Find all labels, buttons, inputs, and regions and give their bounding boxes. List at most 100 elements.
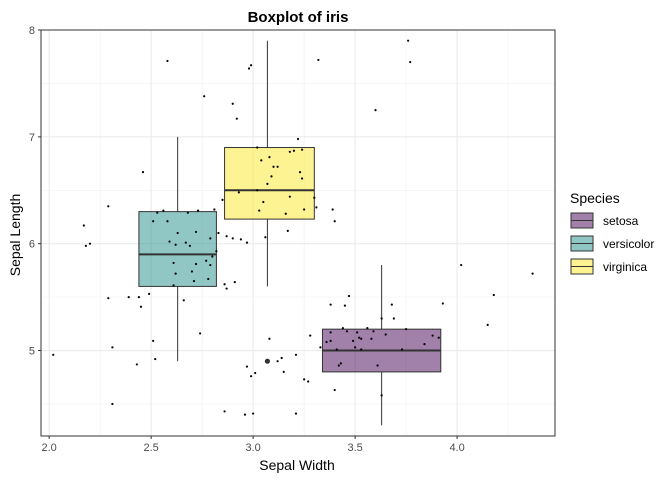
panel-border xyxy=(40,29,556,437)
data-point xyxy=(264,236,267,239)
data-point xyxy=(262,200,265,204)
data-point xyxy=(209,263,212,267)
data-point xyxy=(182,299,185,302)
data-point xyxy=(215,250,218,253)
y-axis-title: Sepal Length xyxy=(7,194,23,277)
data-point xyxy=(376,364,379,367)
data-point xyxy=(88,242,92,245)
legend-label-virginica: virginica xyxy=(603,260,647,274)
data-point xyxy=(203,95,206,98)
data-point xyxy=(343,304,347,307)
data-point xyxy=(460,263,463,267)
y-tick-label: 5 xyxy=(29,346,35,358)
data-point xyxy=(211,255,214,258)
legend-label-setosa: setosa xyxy=(603,214,639,228)
legend-item-versicolor: versicolor xyxy=(570,235,654,252)
data-point xyxy=(347,294,351,298)
data-point xyxy=(194,262,198,266)
data-point xyxy=(280,356,283,360)
data-point xyxy=(325,340,328,344)
legend: Species setosa versicolor virginica xyxy=(570,190,654,275)
data-point xyxy=(360,348,363,351)
data-point xyxy=(300,148,304,151)
x-tick-label: 3.5 xyxy=(347,442,362,454)
data-point xyxy=(258,209,261,212)
data-point xyxy=(292,149,296,152)
data-point xyxy=(172,284,175,287)
plot-panel xyxy=(40,29,556,437)
data-point xyxy=(270,175,273,178)
data-point xyxy=(272,165,275,168)
data-point xyxy=(407,39,410,42)
data-point xyxy=(390,303,393,306)
x-axis-title: Sepal Width xyxy=(259,457,334,473)
data-point xyxy=(52,353,55,356)
data-point xyxy=(221,198,224,201)
data-point xyxy=(135,363,138,366)
data-point xyxy=(174,243,177,246)
data-point xyxy=(243,413,247,416)
data-point xyxy=(268,337,271,340)
box-virginica xyxy=(224,147,315,220)
data-point xyxy=(268,156,271,159)
data-point xyxy=(213,208,216,211)
data-point xyxy=(249,64,253,67)
data-point xyxy=(245,241,249,244)
data-point xyxy=(400,348,404,351)
y-tick-label: 8 xyxy=(29,25,35,37)
data-point xyxy=(223,410,226,413)
data-point xyxy=(317,58,320,62)
x-tick-label: 2.0 xyxy=(42,442,57,454)
data-point xyxy=(205,259,208,262)
data-point xyxy=(307,380,310,383)
legend-label-versicolor: versicolor xyxy=(603,237,654,251)
data-point xyxy=(111,402,114,406)
data-point xyxy=(139,305,143,308)
data-point xyxy=(276,360,279,363)
data-point xyxy=(176,231,179,235)
data-point xyxy=(225,235,228,238)
data-point xyxy=(486,323,489,326)
data-point xyxy=(233,281,236,284)
data-point xyxy=(141,171,145,174)
data-point xyxy=(409,60,412,64)
data-point xyxy=(82,224,85,227)
data-point xyxy=(437,336,440,339)
data-point xyxy=(111,346,114,349)
data-point xyxy=(260,159,263,162)
data-point xyxy=(366,326,369,330)
data-point xyxy=(329,331,332,334)
data-point xyxy=(298,171,302,174)
data-point xyxy=(254,371,257,375)
outlier-virginica xyxy=(264,358,271,364)
data-point xyxy=(423,343,426,346)
data-point xyxy=(166,59,169,63)
data-point xyxy=(492,293,495,297)
data-point xyxy=(235,117,238,120)
data-point xyxy=(313,196,316,199)
data-point xyxy=(192,279,196,283)
data-point xyxy=(194,230,198,234)
data-point xyxy=(252,412,255,415)
data-point xyxy=(172,261,175,265)
data-point xyxy=(315,206,318,209)
data-point xyxy=(231,102,234,105)
data-point xyxy=(127,296,130,299)
data-point xyxy=(156,211,159,214)
data-point xyxy=(245,365,249,368)
data-point xyxy=(207,277,210,281)
data-point xyxy=(345,330,349,333)
data-point xyxy=(531,272,534,275)
data-point xyxy=(196,209,200,212)
data-point xyxy=(354,346,357,349)
data-point xyxy=(380,394,383,397)
data-point xyxy=(162,209,165,212)
data-point xyxy=(374,109,377,112)
legend-title: Species xyxy=(570,190,620,206)
data-point xyxy=(358,336,361,339)
data-point xyxy=(329,339,332,343)
data-point xyxy=(148,292,151,295)
data-point xyxy=(319,346,322,349)
data-point xyxy=(209,237,212,240)
